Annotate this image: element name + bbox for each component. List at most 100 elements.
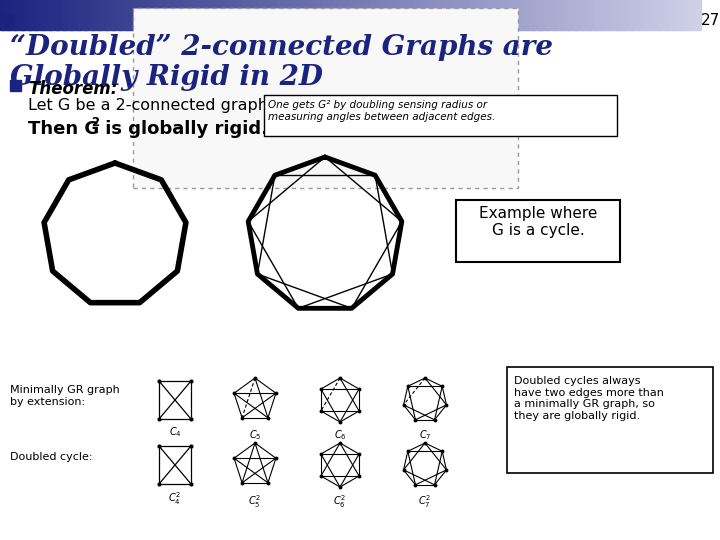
Bar: [280, 0, 283, 30]
Bar: [401, 0, 404, 30]
Bar: [369, 0, 372, 30]
Bar: [613, 0, 616, 30]
Bar: [560, 0, 563, 30]
Bar: [310, 0, 313, 30]
Bar: [662, 0, 665, 30]
Bar: [660, 0, 663, 30]
Bar: [583, 0, 586, 30]
Bar: [175, 0, 178, 30]
Bar: [81, 0, 84, 30]
Bar: [278, 0, 281, 30]
Text: $C_7$: $C_7$: [419, 428, 431, 442]
Bar: [376, 0, 379, 30]
Bar: [406, 0, 409, 30]
Text: measuring angles between adjacent edges.: measuring angles between adjacent edges.: [268, 112, 495, 122]
Bar: [693, 0, 696, 30]
Bar: [7, 0, 10, 30]
Bar: [585, 0, 588, 30]
Bar: [483, 0, 486, 30]
Bar: [534, 0, 537, 30]
Bar: [628, 0, 631, 30]
Text: Then G: Then G: [28, 120, 99, 138]
Bar: [303, 0, 306, 30]
FancyBboxPatch shape: [264, 94, 616, 136]
Bar: [154, 0, 157, 30]
Bar: [315, 0, 318, 30]
Bar: [147, 0, 150, 30]
Bar: [301, 0, 304, 30]
Bar: [364, 0, 366, 30]
Bar: [481, 0, 484, 30]
Bar: [329, 0, 332, 30]
Bar: [469, 0, 472, 30]
Bar: [346, 0, 348, 30]
Bar: [271, 0, 274, 30]
Bar: [215, 0, 217, 30]
Bar: [474, 0, 477, 30]
Bar: [455, 0, 458, 30]
Bar: [254, 0, 257, 30]
Bar: [490, 0, 492, 30]
Bar: [637, 0, 640, 30]
Bar: [366, 0, 369, 30]
Bar: [201, 0, 204, 30]
Bar: [189, 0, 192, 30]
Bar: [639, 0, 642, 30]
Bar: [68, 0, 71, 30]
Bar: [464, 0, 467, 30]
Bar: [574, 0, 577, 30]
Bar: [212, 0, 215, 30]
Bar: [306, 0, 308, 30]
Bar: [173, 0, 176, 30]
Bar: [371, 0, 374, 30]
Text: 2: 2: [91, 116, 99, 129]
Bar: [502, 0, 505, 30]
FancyBboxPatch shape: [507, 367, 713, 473]
Bar: [89, 0, 91, 30]
Text: $C_5$: $C_5$: [248, 428, 261, 442]
Bar: [626, 0, 628, 30]
Bar: [100, 0, 103, 30]
Bar: [541, 0, 544, 30]
Bar: [86, 0, 89, 30]
Bar: [549, 0, 552, 30]
Bar: [590, 0, 593, 30]
Bar: [275, 0, 278, 30]
Bar: [119, 0, 122, 30]
Bar: [217, 0, 220, 30]
Bar: [642, 0, 644, 30]
Bar: [10, 80, 21, 91]
Bar: [156, 0, 159, 30]
Bar: [66, 0, 68, 30]
Bar: [289, 0, 292, 30]
Bar: [593, 0, 595, 30]
Bar: [259, 0, 262, 30]
Bar: [198, 0, 201, 30]
Bar: [532, 0, 535, 30]
Bar: [390, 0, 392, 30]
Bar: [32, 0, 35, 30]
Bar: [308, 0, 311, 30]
Bar: [436, 0, 439, 30]
Bar: [516, 0, 518, 30]
Bar: [122, 0, 124, 30]
Bar: [457, 0, 460, 30]
Bar: [611, 0, 614, 30]
Bar: [397, 0, 400, 30]
Text: $C_7^2$: $C_7^2$: [418, 493, 431, 510]
Bar: [207, 0, 210, 30]
Bar: [273, 0, 276, 30]
Bar: [432, 0, 434, 30]
Text: $C_6^2$: $C_6^2$: [333, 493, 346, 510]
Bar: [644, 0, 647, 30]
Bar: [572, 0, 575, 30]
Bar: [324, 0, 327, 30]
Bar: [318, 0, 320, 30]
Bar: [429, 0, 432, 30]
Bar: [51, 0, 54, 30]
Bar: [107, 0, 110, 30]
Bar: [544, 0, 546, 30]
Bar: [392, 0, 395, 30]
Bar: [508, 0, 511, 30]
Bar: [161, 0, 164, 30]
